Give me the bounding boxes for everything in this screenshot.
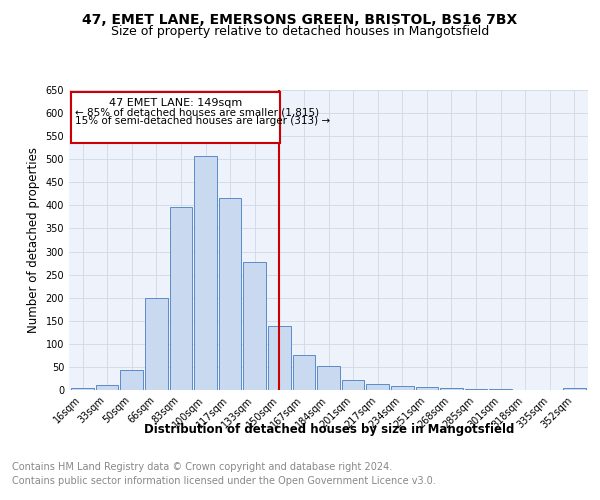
- Bar: [219, 198, 241, 390]
- Bar: [121, 370, 143, 390]
- Text: Distribution of detached houses by size in Mangotsfield: Distribution of detached houses by size …: [143, 422, 514, 436]
- Bar: [317, 366, 340, 390]
- Bar: [268, 326, 290, 390]
- Text: 15% of semi-detached houses are larger (313) →: 15% of semi-detached houses are larger (…: [75, 116, 330, 126]
- Y-axis label: Number of detached properties: Number of detached properties: [27, 147, 40, 333]
- Bar: [96, 386, 118, 390]
- Bar: [342, 380, 364, 390]
- Bar: [170, 207, 192, 390]
- Bar: [490, 388, 512, 390]
- Text: 47 EMET LANE: 149sqm: 47 EMET LANE: 149sqm: [109, 98, 242, 108]
- Bar: [293, 356, 315, 390]
- Bar: [194, 156, 217, 390]
- Text: Contains HM Land Registry data © Crown copyright and database right 2024.: Contains HM Land Registry data © Crown c…: [12, 462, 392, 472]
- FancyBboxPatch shape: [71, 92, 280, 143]
- Bar: [244, 262, 266, 390]
- Bar: [416, 387, 438, 390]
- Bar: [71, 388, 94, 390]
- Bar: [391, 386, 413, 390]
- Bar: [563, 388, 586, 390]
- Bar: [465, 389, 487, 390]
- Text: ← 85% of detached houses are smaller (1,815): ← 85% of detached houses are smaller (1,…: [75, 107, 319, 117]
- Bar: [145, 298, 167, 390]
- Bar: [367, 384, 389, 390]
- Text: 47, EMET LANE, EMERSONS GREEN, BRISTOL, BS16 7BX: 47, EMET LANE, EMERSONS GREEN, BRISTOL, …: [82, 12, 518, 26]
- Text: Size of property relative to detached houses in Mangotsfield: Size of property relative to detached ho…: [111, 25, 489, 38]
- Text: Contains public sector information licensed under the Open Government Licence v3: Contains public sector information licen…: [12, 476, 436, 486]
- Bar: [440, 388, 463, 390]
